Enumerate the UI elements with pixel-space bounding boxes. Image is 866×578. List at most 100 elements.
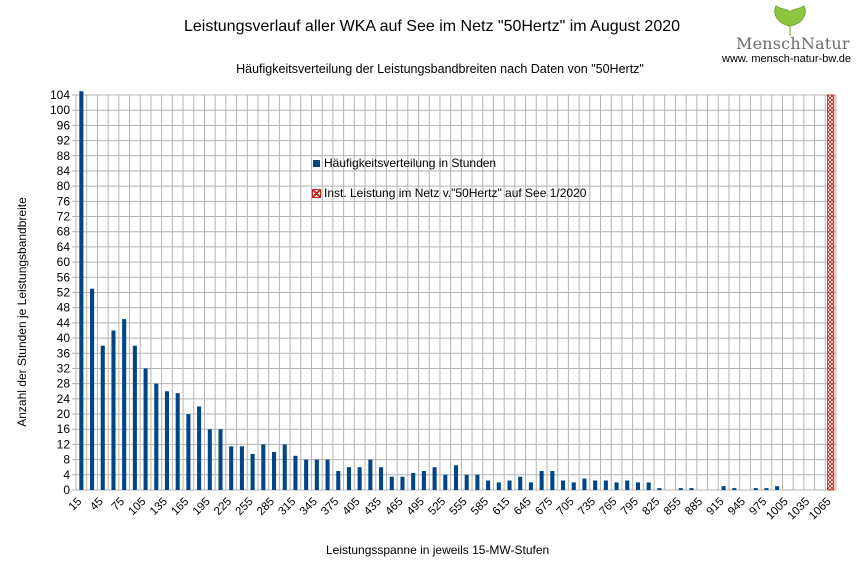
bar-frequency (421, 471, 426, 490)
x-tick-label: 615 (490, 496, 512, 518)
y-tick-label: 52 (57, 286, 71, 300)
x-tick-label: 285 (255, 496, 277, 518)
bar-frequency (411, 472, 416, 490)
y-tick-label: 104 (50, 88, 70, 102)
x-tick-label: 465 (383, 496, 405, 518)
x-tick-label: 255 (234, 496, 256, 518)
chart-title: Leistungsverlauf aller WKA auf See im Ne… (183, 18, 681, 35)
y-tick-label: 16 (57, 422, 71, 436)
x-tick-label: 435 (362, 496, 384, 518)
y-tick-label: 8 (63, 453, 70, 467)
x-tick-label: 405 (341, 496, 363, 518)
bar-frequency (100, 345, 105, 490)
x-tick-label: 915 (705, 496, 727, 518)
bar-frequency (250, 453, 255, 490)
x-tick-label: 585 (469, 496, 491, 518)
bar-frequency (496, 482, 501, 490)
bar-frequency (432, 467, 437, 490)
y-tick-label: 84 (57, 164, 71, 178)
bar-frequency (507, 480, 512, 490)
y-tick-label: 24 (57, 392, 71, 406)
bar-frequency (593, 480, 598, 490)
x-tick-label: 945 (726, 496, 748, 518)
bar-frequency (90, 288, 95, 490)
y-tick-label: 20 (57, 407, 71, 421)
x-tick-label: 795 (619, 496, 641, 518)
y-tick-label: 40 (57, 331, 71, 345)
bar-frequency (368, 459, 373, 490)
bar-frequency (207, 429, 212, 490)
x-tick-label: 1065 (807, 496, 834, 523)
bar-frequency (689, 488, 694, 490)
x-tick-label: 225 (212, 496, 234, 518)
bar-frequency (357, 467, 362, 490)
bar-frequency (732, 488, 737, 490)
y-tick-label: 12 (57, 437, 71, 451)
legend-item-frequency: Häufigkeitsverteilung in Stunden (313, 156, 496, 170)
x-tick-label: 855 (662, 496, 684, 518)
bar-frequency (218, 429, 223, 490)
mensch-natur-logo: MenschNatur www. mensch-natur-bw.de (720, 4, 864, 66)
x-tick-label: 105 (127, 496, 149, 518)
bar-frequency (678, 488, 683, 490)
bar-frequency (475, 474, 480, 490)
x-tick-label: 315 (276, 496, 298, 518)
bar-frequency (721, 486, 726, 490)
y-tick-label: 100 (50, 103, 70, 117)
bar-frequency (464, 474, 469, 490)
y-tick-label: 36 (57, 346, 71, 360)
legend-item-installed: Inst. Leistung im Netz v."50Hertz" auf S… (312, 186, 586, 200)
x-tick-label: 75 (110, 496, 128, 514)
bar-frequency (154, 383, 159, 490)
bar-frequency (443, 474, 448, 490)
bar-frequency (561, 480, 566, 490)
bar-frequency (657, 488, 662, 490)
bar-frequency (79, 91, 84, 491)
bar-frequency (197, 406, 202, 490)
bar-frequency (304, 459, 309, 490)
ginkgo-leaf-icon (774, 5, 806, 36)
x-axis-label: Leistungsspanne in jeweils 15-MW-Stufen (326, 543, 550, 557)
y-tick-label: 68 (57, 225, 71, 239)
bar-frequency (325, 459, 330, 490)
x-tick-label: 165 (169, 496, 191, 518)
x-tick-label: 675 (533, 496, 555, 518)
bar-frequency (400, 476, 405, 490)
bar-frequency (143, 368, 148, 490)
bar-frequency (261, 444, 266, 490)
y-tick-label: 96 (57, 118, 71, 132)
x-tick-label: 375 (319, 496, 341, 518)
bar-frequency (229, 446, 234, 490)
bar-frequency (239, 446, 244, 490)
y-tick-label: 0 (63, 483, 70, 497)
y-tick-label: 76 (57, 194, 71, 208)
y-tick-label: 88 (57, 149, 71, 163)
x-tick-label: 765 (598, 496, 620, 518)
y-tick-label: 56 (57, 270, 71, 284)
bar-frequency (614, 482, 619, 490)
bar-installed-capacity (827, 94, 835, 491)
bar-frequency (132, 345, 137, 490)
bar-frequency (775, 486, 780, 490)
logo-text: MenschNatur (736, 34, 850, 53)
bar-frequency (175, 393, 180, 490)
bar-frequency (603, 480, 608, 490)
bar-frequency (764, 488, 769, 490)
x-tick-label: 645 (512, 496, 534, 518)
chart-subtitle: Häufigkeitsverteilung der Leistungsbandb… (236, 62, 644, 76)
x-tick-label: 195 (191, 496, 213, 518)
y-tick-label: 28 (57, 377, 71, 391)
x-tick-label: 135 (148, 496, 170, 518)
x-tick-label: 1035 (786, 496, 813, 523)
bar-frequency (486, 480, 491, 490)
x-tick-label: 705 (555, 496, 577, 518)
legend-swatch-red (312, 189, 321, 198)
x-tick-label: 45 (88, 496, 106, 514)
bar-frequency (282, 444, 287, 490)
x-tick-label: 1005 (764, 496, 791, 523)
bar-frequency (164, 391, 170, 490)
x-tick-label: 345 (298, 496, 320, 518)
y-tick-label: 32 (57, 361, 71, 375)
bar-frequency (293, 455, 298, 490)
